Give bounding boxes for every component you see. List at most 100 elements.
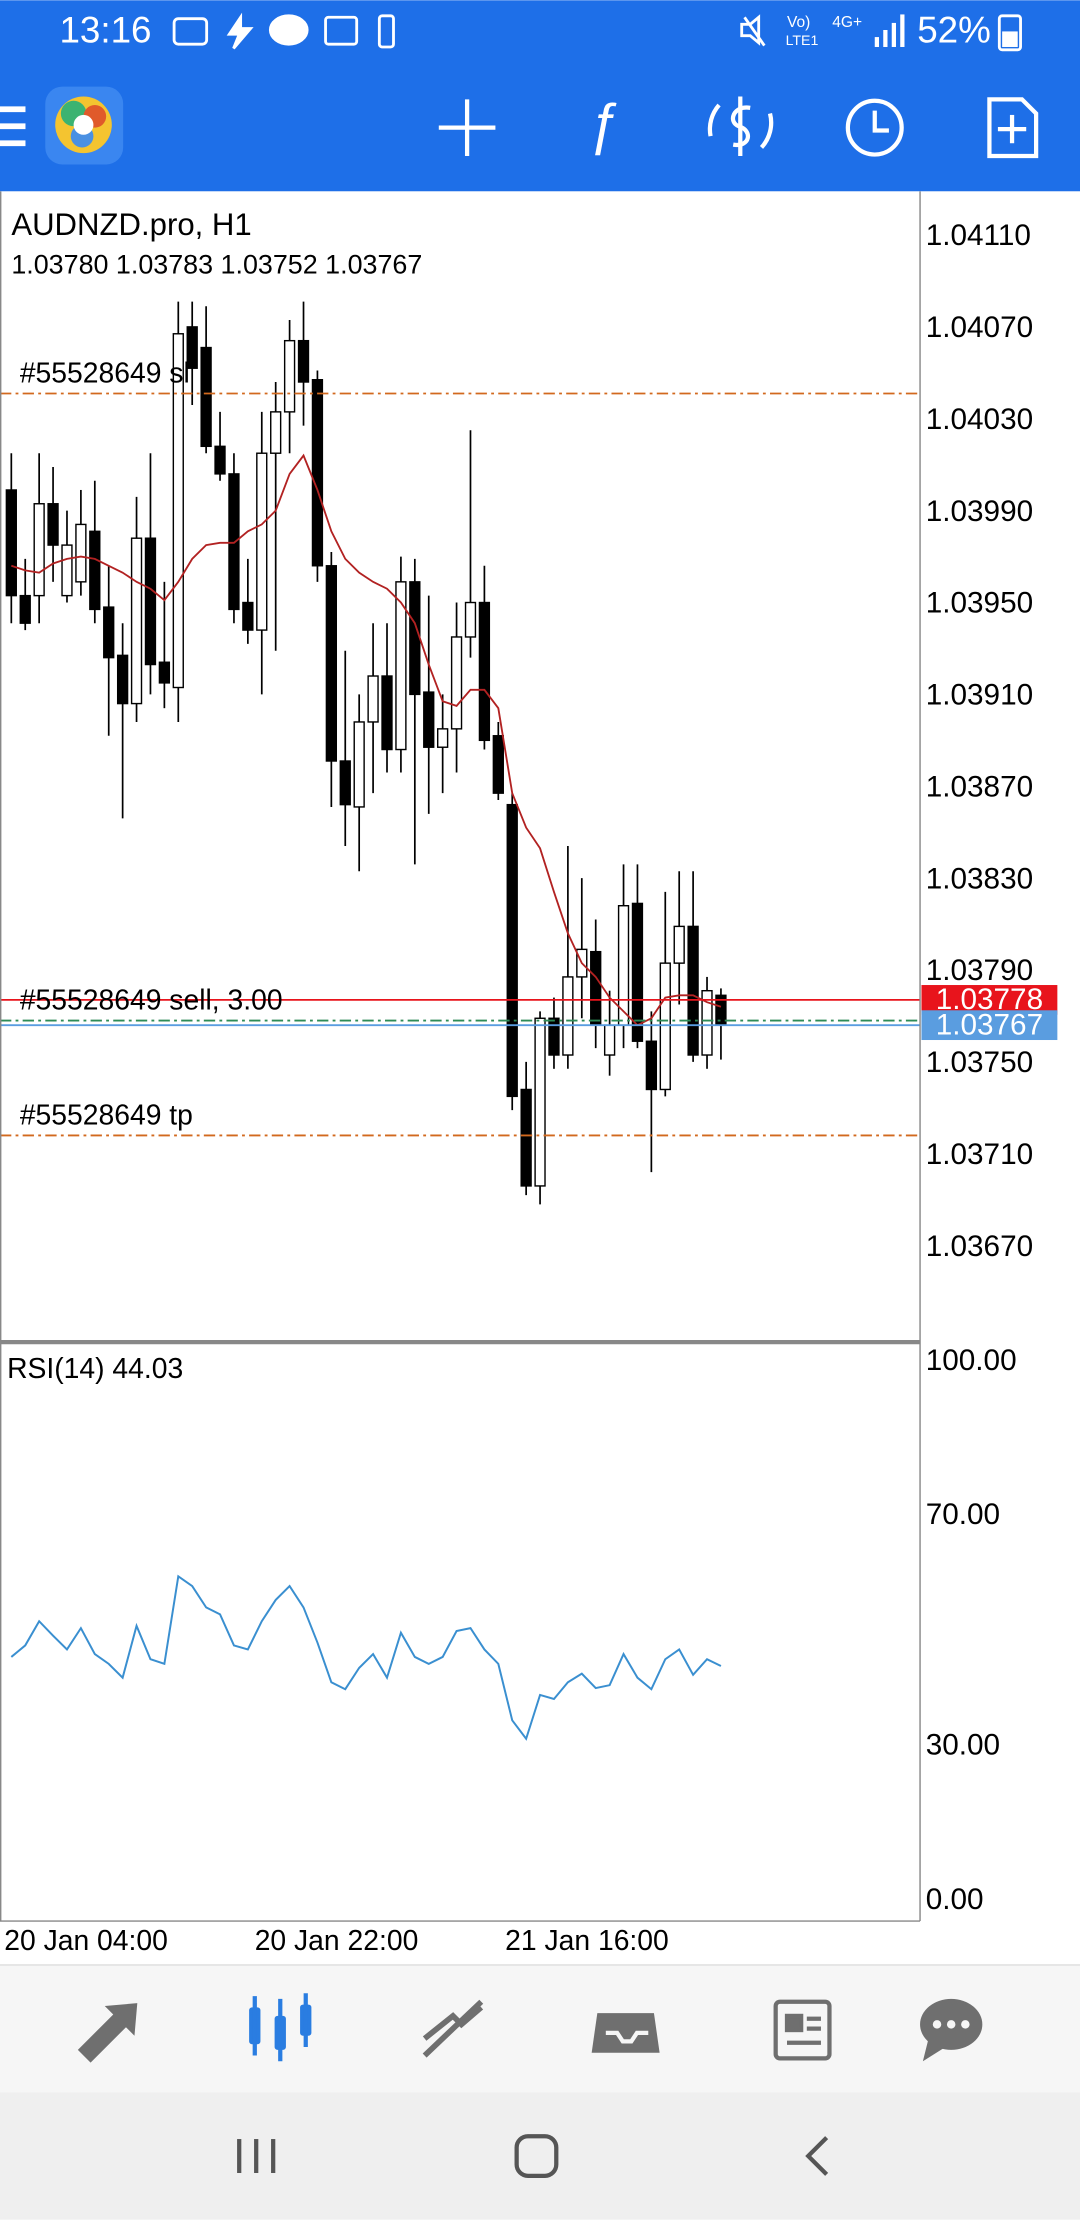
x-tick-label: 20 Jan 22:00 <box>255 1924 419 1956</box>
candle-body <box>701 989 713 1056</box>
candle-body <box>130 537 143 705</box>
order-level-label: #55528649 sell, 3.00 <box>20 984 283 1016</box>
axis-layer: 1.04110 1.04070 1.04030 1.03990 1.03950 1.039… <box>4 219 1058 1956</box>
battery-icon <box>997 14 1022 52</box>
price-tag <box>921 985 1058 1015</box>
new-order-button[interactable] <box>987 97 1039 159</box>
y-tick-label: 1.04070 <box>926 311 1033 344</box>
status-network: 4G+ <box>832 14 862 31</box>
y-tick-label: 70.00 <box>926 1498 1000 1531</box>
candle-body <box>186 326 198 369</box>
chart-tab[interactable] <box>249 1993 312 2062</box>
price-tag <box>921 1010 1058 1041</box>
crosshair-button[interactable] <box>438 99 496 156</box>
candle-body <box>409 581 421 696</box>
candle-body <box>61 544 73 597</box>
news-tab[interactable] <box>773 1999 832 2061</box>
candle-body <box>172 333 184 689</box>
y-tick-label: 1.03750 <box>926 1046 1033 1079</box>
candle-body <box>242 601 254 631</box>
candle-body <box>395 581 407 751</box>
menu-button[interactable] <box>0 106 26 147</box>
x-tick-label: 20 Jan 04:00 <box>4 1924 168 1956</box>
candle-body <box>506 803 518 1098</box>
candle-body <box>5 489 17 597</box>
order-level-label: #55528649 tp <box>20 1098 193 1130</box>
candle-body <box>270 411 282 454</box>
app-bar <box>0 0 1080 192</box>
y-tick-label: 30.00 <box>926 1729 1000 1762</box>
candle-body <box>492 735 504 794</box>
y-tick-label: 1.03790 <box>926 954 1033 987</box>
y-tick-label: 100.00 <box>926 1344 1017 1377</box>
y-tick-label: 0.00 <box>926 1883 984 1916</box>
quotes-tab[interactable] <box>77 2003 138 2063</box>
candle-body <box>311 379 324 567</box>
trade-tab[interactable] <box>422 1999 484 2058</box>
candle-body <box>89 530 101 611</box>
signal-icon <box>874 14 905 47</box>
indicators-button[interactable]: ƒ <box>587 92 618 156</box>
home-button[interactable] <box>514 2134 559 2178</box>
candle-body <box>200 346 212 448</box>
candle-body <box>33 503 45 597</box>
rsi-line <box>10 1574 722 1741</box>
candle-body <box>214 445 226 475</box>
candle-body <box>116 654 129 705</box>
data-layer <box>0 301 921 1741</box>
candle-body <box>645 1040 658 1091</box>
app-icon[interactable] <box>45 86 124 165</box>
trade-button[interactable] <box>707 96 774 156</box>
candle-body <box>423 691 435 748</box>
candle-body <box>436 728 449 748</box>
candle-body <box>520 1088 532 1187</box>
candle-body <box>47 503 59 546</box>
candle-body <box>548 1017 560 1056</box>
y-tick-label: 1.03910 <box>926 679 1033 712</box>
recents-button[interactable] <box>237 2139 276 2174</box>
y-tick-label: 1.04110 <box>926 219 1031 252</box>
candle-body <box>75 523 87 583</box>
y-tick-label: 1.03670 <box>926 1230 1033 1263</box>
candle-body <box>297 339 310 383</box>
bottom-nav <box>0 1964 1080 2093</box>
status-lte: LTE1 <box>786 32 819 48</box>
candle-body <box>381 675 393 751</box>
candle-body <box>367 675 379 723</box>
candle-body <box>450 636 463 730</box>
indicator-title: RSI(14) 44.03 <box>7 1352 183 1384</box>
candle-body <box>103 606 115 659</box>
candle-body <box>19 594 31 624</box>
candle-body <box>256 452 268 631</box>
candle-body <box>562 976 574 1056</box>
status-icons <box>172 12 766 50</box>
candle-body <box>631 902 644 1042</box>
history-tab[interactable] <box>591 2013 660 2053</box>
y-tick-label: 1.03990 <box>926 495 1033 528</box>
y-tick-label: 1.03870 <box>926 770 1033 803</box>
timeframe-button[interactable] <box>845 98 904 157</box>
status-battery: 52% <box>917 10 991 51</box>
candle-body <box>478 601 491 742</box>
candle-body <box>158 661 171 684</box>
candle-body <box>659 962 671 1091</box>
candle-body <box>464 601 477 638</box>
candle-body <box>144 537 157 666</box>
candle-body <box>590 950 602 1026</box>
ohlc-label: 1.03780 1.03783 1.03752 1.03767 <box>11 249 422 279</box>
candle-body <box>325 565 338 762</box>
candle-body <box>283 339 296 413</box>
candle-body <box>339 760 351 806</box>
y-tick-label: 1.03710 <box>926 1138 1033 1171</box>
back-button[interactable] <box>805 2136 829 2176</box>
candle-body <box>603 1024 616 1056</box>
price-tag-label: 1.03767 <box>936 1008 1043 1041</box>
candle-body <box>353 721 365 808</box>
moving-average-line <box>11 453 722 1027</box>
y-tick-label: 1.03830 <box>926 862 1033 895</box>
chart-title: AUDNZD.pro, H1 <box>11 207 251 242</box>
chat-tab[interactable] <box>920 1998 983 2062</box>
x-tick-label: 21 Jan 16:00 <box>505 1924 669 1956</box>
